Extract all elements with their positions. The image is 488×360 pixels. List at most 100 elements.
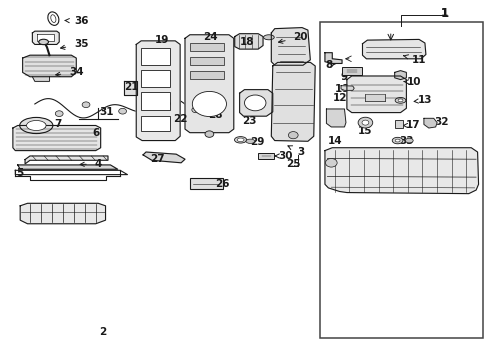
Text: 10: 10 — [403, 77, 421, 87]
Bar — [394, 120, 403, 128]
Polygon shape — [13, 126, 101, 150]
Text: 13: 13 — [413, 95, 431, 105]
Ellipse shape — [391, 137, 402, 144]
Ellipse shape — [237, 138, 244, 141]
Polygon shape — [234, 34, 263, 49]
Text: 3: 3 — [287, 146, 304, 157]
Polygon shape — [394, 71, 406, 80]
Polygon shape — [143, 152, 184, 163]
Circle shape — [361, 120, 368, 125]
Text: 15: 15 — [357, 126, 372, 135]
Text: 19: 19 — [154, 35, 168, 45]
Text: 12: 12 — [333, 93, 347, 103]
Text: 8: 8 — [325, 60, 335, 70]
Text: 36: 36 — [65, 16, 88, 26]
Text: 35: 35 — [61, 40, 88, 49]
Polygon shape — [22, 55, 76, 77]
Text: 23: 23 — [242, 116, 256, 126]
Polygon shape — [346, 76, 406, 113]
Text: 21: 21 — [124, 82, 138, 92]
Text: 28: 28 — [207, 111, 222, 121]
Circle shape — [288, 132, 298, 139]
Bar — [189, 71, 224, 79]
Circle shape — [191, 107, 199, 113]
Text: 22: 22 — [173, 114, 187, 124]
Polygon shape — [18, 165, 118, 169]
Polygon shape — [423, 118, 436, 128]
Polygon shape — [32, 31, 59, 44]
Ellipse shape — [394, 98, 405, 103]
Text: 5: 5 — [17, 168, 24, 178]
Polygon shape — [20, 203, 105, 224]
Text: 24: 24 — [203, 32, 217, 41]
Ellipse shape — [39, 39, 48, 45]
Text: 9: 9 — [340, 72, 347, 82]
Polygon shape — [25, 156, 108, 164]
Polygon shape — [325, 148, 478, 194]
Text: 25: 25 — [285, 159, 300, 169]
Polygon shape — [184, 35, 233, 133]
Polygon shape — [271, 28, 310, 65]
Bar — [141, 48, 170, 65]
Ellipse shape — [394, 139, 399, 142]
Polygon shape — [271, 62, 315, 141]
Polygon shape — [362, 40, 425, 59]
Ellipse shape — [397, 99, 402, 102]
Text: 7: 7 — [41, 120, 62, 129]
Circle shape — [162, 101, 170, 107]
Text: 26: 26 — [215, 179, 229, 189]
Text: 4: 4 — [80, 159, 102, 169]
Bar — [189, 57, 224, 65]
Polygon shape — [239, 90, 272, 116]
Text: 17: 17 — [402, 121, 419, 130]
Polygon shape — [340, 86, 353, 90]
Bar — [189, 43, 224, 51]
Ellipse shape — [245, 139, 254, 143]
Text: 34: 34 — [56, 67, 83, 77]
Text: 2: 2 — [99, 327, 106, 337]
Circle shape — [82, 102, 90, 108]
Polygon shape — [123, 81, 137, 95]
Polygon shape — [326, 109, 345, 127]
Text: 6: 6 — [92, 129, 99, 138]
Ellipse shape — [405, 138, 412, 143]
Text: 32: 32 — [430, 117, 448, 127]
Circle shape — [119, 108, 126, 114]
Circle shape — [192, 91, 226, 117]
Ellipse shape — [51, 15, 56, 23]
Bar — [189, 178, 223, 189]
Text: 30: 30 — [275, 151, 293, 161]
Text: 31: 31 — [100, 107, 114, 117]
Text: 27: 27 — [150, 154, 164, 164]
Circle shape — [204, 131, 213, 137]
Polygon shape — [37, 34, 54, 41]
Circle shape — [325, 158, 336, 167]
Circle shape — [244, 95, 265, 111]
Text: 29: 29 — [250, 138, 264, 147]
Ellipse shape — [48, 12, 59, 25]
Text: 1: 1 — [440, 7, 447, 20]
Text: 11: 11 — [403, 54, 426, 64]
Text: 16: 16 — [334, 84, 348, 94]
Ellipse shape — [20, 117, 53, 134]
Polygon shape — [136, 41, 180, 140]
Text: 1: 1 — [440, 8, 447, 18]
Text: 33: 33 — [398, 136, 413, 146]
Polygon shape — [325, 53, 341, 63]
Circle shape — [357, 117, 372, 128]
Text: 20: 20 — [278, 32, 307, 43]
Bar — [141, 116, 170, 131]
Circle shape — [55, 111, 63, 117]
Ellipse shape — [263, 35, 274, 40]
Ellipse shape — [26, 121, 46, 131]
Bar — [258, 153, 273, 159]
Bar — [341, 67, 361, 75]
Bar — [141, 93, 170, 110]
Text: 14: 14 — [327, 136, 341, 146]
Bar — [141, 70, 170, 87]
Polygon shape — [32, 77, 49, 81]
Text: 18: 18 — [239, 37, 254, 47]
Bar — [320, 22, 483, 338]
Bar — [365, 94, 384, 101]
Ellipse shape — [234, 136, 246, 143]
